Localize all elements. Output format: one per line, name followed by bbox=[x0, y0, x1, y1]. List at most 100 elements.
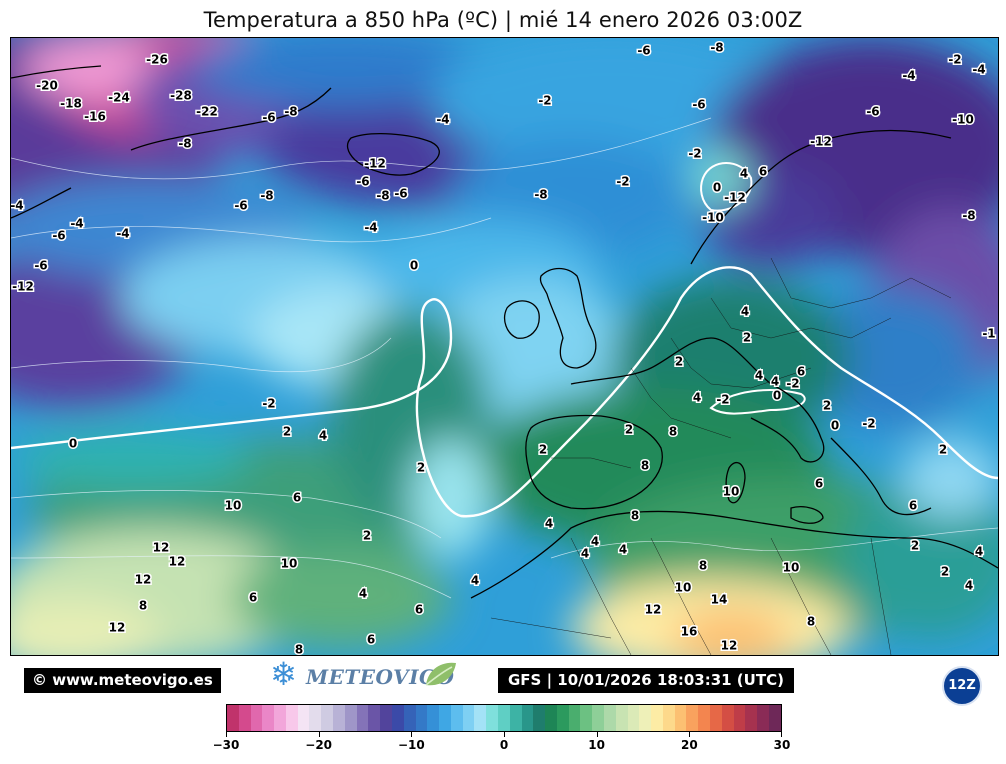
colorbar-swatch bbox=[356, 705, 369, 731]
contour-label: 4 bbox=[319, 429, 327, 443]
colorbar-swatch bbox=[521, 705, 534, 731]
colorbar-tick bbox=[781, 732, 782, 737]
run-cycle-badge[interactable]: 12Z bbox=[942, 666, 982, 706]
contour-label: 10 bbox=[723, 485, 740, 499]
contour-label: -2 bbox=[862, 417, 875, 431]
colorbar-tick-label: −30 bbox=[212, 738, 240, 752]
credit-box[interactable]: © www.meteovigo.es bbox=[24, 668, 221, 693]
colorbar-tick-label: 0 bbox=[499, 738, 509, 752]
colorbar-tick bbox=[226, 732, 227, 737]
colorbar-ticks bbox=[226, 732, 782, 738]
colorbar-swatch bbox=[380, 705, 392, 731]
contour-label: 12 bbox=[169, 555, 186, 569]
colorbar-swatch bbox=[462, 705, 475, 731]
contour-label: 4 bbox=[619, 543, 627, 557]
colorbar-swatch bbox=[662, 705, 675, 731]
contour-label: 2 bbox=[417, 461, 425, 475]
contour-label: -6 bbox=[637, 44, 650, 58]
colorbar-swatch bbox=[227, 705, 239, 731]
colorbar-swatch bbox=[745, 705, 758, 731]
colorbar-swatch bbox=[509, 705, 522, 731]
colorbar-swatch bbox=[733, 705, 746, 731]
contour-label: 4 bbox=[471, 574, 479, 588]
contour-label: 6 bbox=[367, 633, 375, 647]
temperature-map: -26 -20 -24 -28 -18 -16 -22 -6 -8 -8 -6 -8 -2 -6 -4 -12… bbox=[10, 37, 999, 656]
colorbar-swatch bbox=[615, 705, 628, 731]
contour-label: 12 bbox=[645, 603, 662, 617]
contour-label: -6 bbox=[34, 259, 47, 273]
contour-label: 0 bbox=[773, 389, 781, 403]
contour-label: -8 bbox=[710, 41, 723, 55]
model-run-box: GFS | 10/01/2026 18:03:31 (UTC) bbox=[498, 668, 794, 693]
contour-label: -4 bbox=[902, 69, 915, 83]
contour-label: -8 bbox=[376, 189, 389, 203]
colorbar-swatch bbox=[321, 705, 334, 731]
colorbar-swatch bbox=[556, 705, 569, 731]
contour-label: -4 bbox=[11, 199, 24, 213]
colorbar-swatch bbox=[391, 705, 404, 731]
contour-label: 4 bbox=[965, 579, 973, 593]
contour-label: -8 bbox=[178, 137, 191, 151]
contour-label: 14 bbox=[711, 593, 728, 607]
contour-label: 12 bbox=[109, 621, 126, 635]
contour-label: 4 bbox=[591, 535, 599, 549]
contour-label: 12 bbox=[135, 573, 152, 587]
colorbar-swatch bbox=[450, 705, 463, 731]
colorbar-swatch bbox=[368, 705, 381, 731]
contour-label: -4 bbox=[116, 227, 129, 241]
colorbar-swatch bbox=[486, 705, 498, 731]
snowflake-icon: ❄ bbox=[270, 655, 297, 693]
colorbar-swatch bbox=[639, 705, 652, 731]
contour-label: -4 bbox=[972, 63, 985, 77]
colorbar-tick bbox=[504, 732, 505, 737]
colorbar-swatch bbox=[344, 705, 357, 731]
contour-label: 2 bbox=[625, 423, 633, 437]
contour-label: -12 bbox=[810, 135, 832, 149]
contour-label: 0 bbox=[69, 437, 77, 451]
contour-label: 0 bbox=[831, 419, 839, 433]
contour-label: 6 bbox=[909, 499, 917, 513]
contour-label: 4 bbox=[755, 369, 763, 383]
contour-label: -4 bbox=[364, 221, 377, 235]
contour-label: 6 bbox=[815, 477, 823, 491]
contour-label: 6 bbox=[249, 591, 257, 605]
colorbar-swatch bbox=[274, 705, 286, 731]
colorbar-tick bbox=[597, 732, 598, 737]
colorbar-swatch bbox=[427, 705, 440, 731]
colorbar-swatch bbox=[710, 705, 722, 731]
temperature-field bbox=[11, 38, 998, 655]
colorbar-tick bbox=[689, 732, 690, 737]
contour-label: -8 bbox=[284, 105, 297, 119]
colorbar bbox=[226, 704, 782, 737]
contour-label: 6 bbox=[293, 491, 301, 505]
colorbar-swatch bbox=[333, 705, 345, 731]
country-borders bbox=[490, 257, 952, 655]
contour-label: -4 bbox=[70, 217, 83, 231]
contour-label: -24 bbox=[108, 91, 130, 105]
contour-label: 2 bbox=[823, 399, 831, 413]
contour-label: 2 bbox=[743, 331, 751, 345]
contour-labels: -26-20-24 -28-18-16 -22 -6 -8-8-6 -8-2 -6-4-12… bbox=[11, 39, 997, 655]
contour-label: -1 bbox=[982, 327, 995, 341]
contour-label: -6 bbox=[52, 229, 65, 243]
contour-label: -10 bbox=[952, 113, 974, 127]
contour-label: 2 bbox=[911, 539, 919, 553]
contour-label: -6 bbox=[262, 111, 275, 125]
contour-label: -4 bbox=[436, 113, 449, 127]
contour-label: 4 bbox=[740, 167, 748, 181]
zero-isotherm bbox=[11, 266, 998, 518]
colorbar-swatch bbox=[604, 705, 616, 731]
contour-label: -12 bbox=[364, 157, 386, 171]
colorbar-tick-label: 30 bbox=[773, 738, 791, 752]
contour-label: -8 bbox=[534, 188, 547, 202]
contour-label: 8 bbox=[139, 599, 147, 613]
leaf-icon bbox=[425, 662, 456, 686]
contour-label: 8 bbox=[699, 559, 707, 573]
colorbar-tick-label: 20 bbox=[680, 738, 698, 752]
colorbar-swatch bbox=[721, 705, 734, 731]
contour-label: -26 bbox=[146, 53, 168, 67]
contour-label: -6 bbox=[394, 187, 407, 201]
contour-label: -6 bbox=[866, 105, 879, 119]
colorbar-swatch bbox=[403, 705, 416, 731]
contour-label: 4 bbox=[741, 305, 749, 319]
